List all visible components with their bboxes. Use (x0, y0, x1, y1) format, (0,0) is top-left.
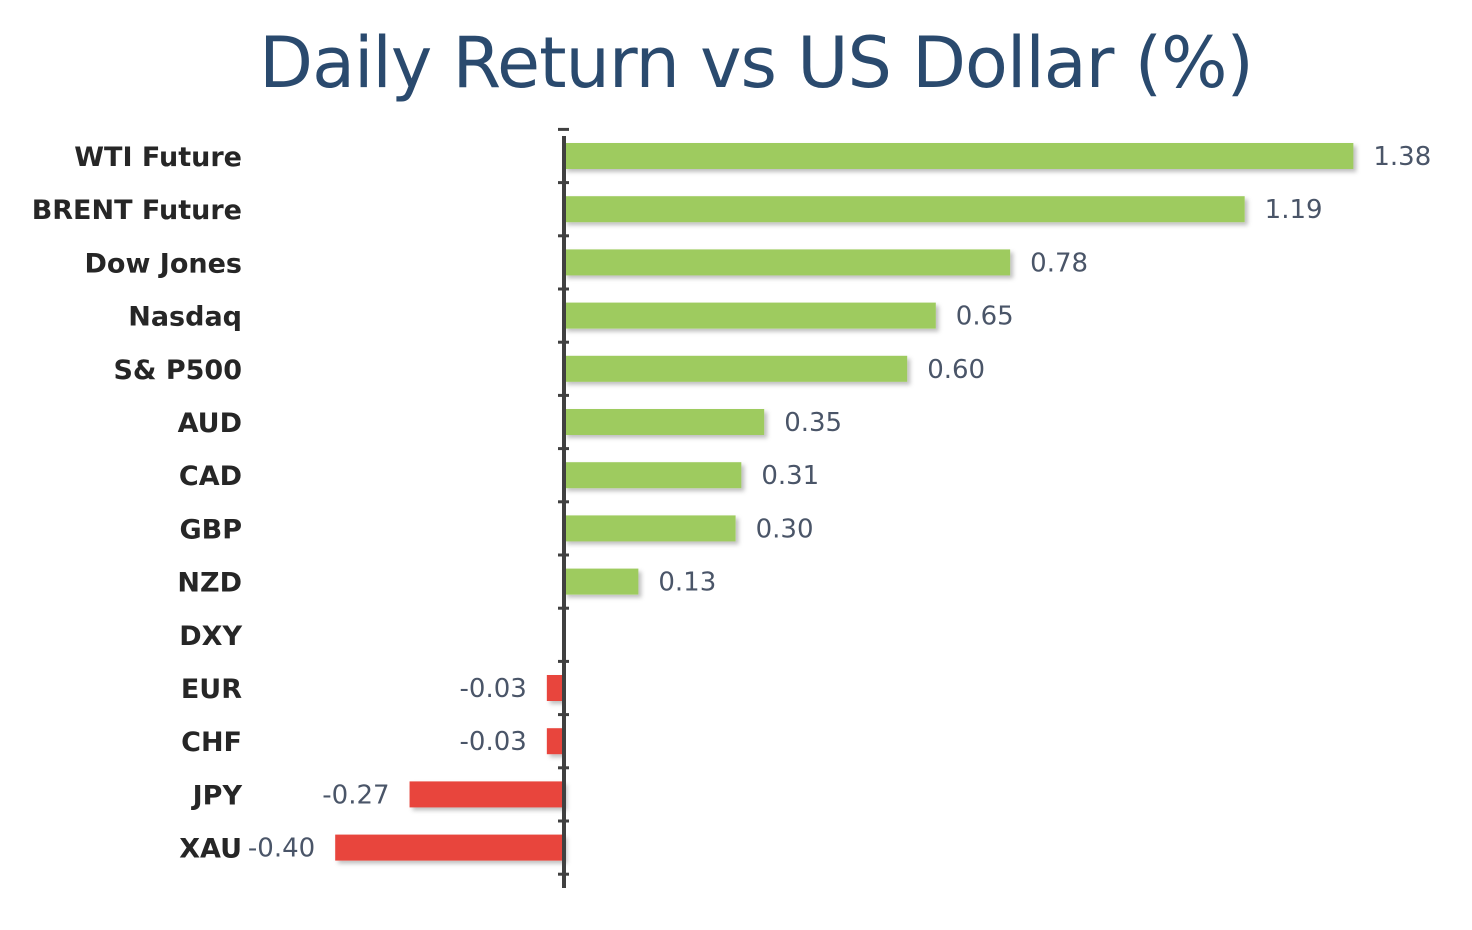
value-label: 1.19 (1265, 195, 1323, 225)
bar (564, 568, 639, 595)
value-label: 0.60 (927, 355, 985, 385)
chart-title: Daily Return vs US Dollar (%) (259, 22, 1254, 104)
category-label: GBP (179, 514, 242, 545)
bar (564, 462, 742, 489)
bar (564, 249, 1011, 276)
bar (546, 675, 564, 701)
category-label: AUD (178, 408, 242, 439)
bar (564, 143, 1354, 169)
value-label: 0.78 (1030, 248, 1088, 278)
value-label: -0.03 (460, 674, 527, 704)
bar (409, 781, 564, 808)
bar (564, 302, 936, 329)
category-label: Dow Jones (84, 248, 242, 279)
category-label: EUR (181, 674, 242, 705)
bar (546, 728, 564, 755)
value-label: 0.35 (784, 408, 842, 438)
category-label: S& P500 (113, 355, 242, 386)
bar (335, 834, 564, 861)
bar (564, 409, 765, 435)
value-label: 0.30 (756, 514, 814, 544)
value-label: 0.65 (956, 302, 1014, 332)
category-label: WTI Future (74, 142, 242, 173)
bars-layer (335, 143, 1354, 861)
category-label: CHF (181, 727, 242, 758)
category-label: CAD (179, 461, 242, 492)
value-label: 0.13 (658, 568, 716, 598)
value-label: 1.38 (1373, 142, 1431, 172)
value-label: -0.40 (248, 834, 315, 864)
category-label: XAU (179, 834, 242, 865)
value-label: 0.31 (761, 461, 819, 491)
category-label: NZD (177, 568, 242, 599)
category-labels: WTI Future BRENT Future Dow Jones Nasdaq S& … (32, 142, 243, 865)
value-labels: 1.38 1.19 0.78 0.65 0.60 0.35 0.31 0.30 0.13 -0.0… (248, 142, 1431, 864)
category-label: JPY (191, 780, 243, 811)
category-label: Nasdaq (128, 302, 242, 333)
zero-axis (558, 127, 569, 888)
bar (564, 515, 736, 542)
bar (564, 355, 908, 382)
value-label: -0.03 (460, 727, 527, 757)
bar (564, 196, 1245, 223)
value-label: -0.27 (322, 780, 389, 810)
category-label: BRENT Future (32, 195, 242, 226)
category-label: DXY (179, 621, 242, 652)
